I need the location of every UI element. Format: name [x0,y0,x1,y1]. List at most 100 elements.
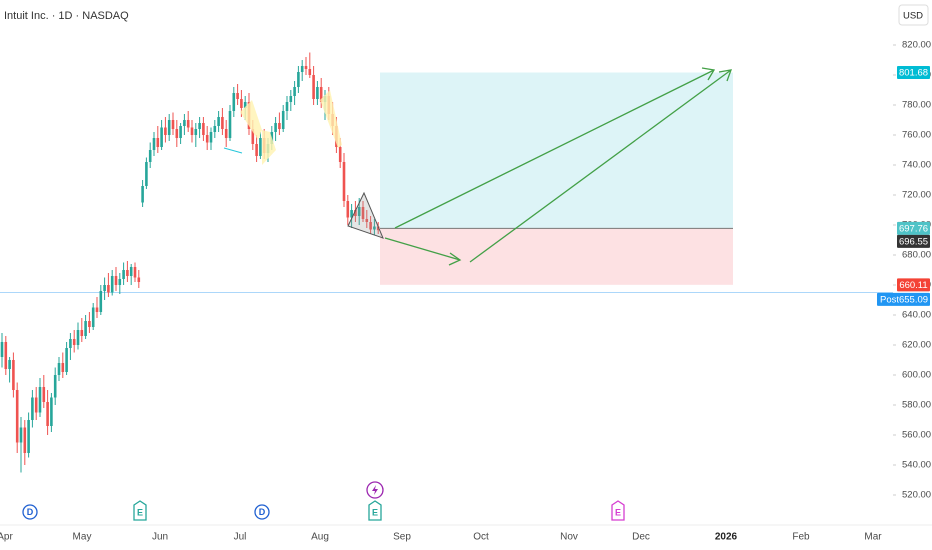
profit-zone [380,72,733,229]
candle-body [297,72,300,87]
currency[interactable]: USD [903,11,923,22]
candle-body [369,222,372,230]
event-label: E [372,507,378,517]
x-tick-label: Sep [393,532,411,543]
currency-box[interactable] [898,4,929,26]
candle-body [293,87,296,96]
candle-body [95,307,99,312]
x-tick-label: Jun [152,532,168,543]
candle-body [80,330,84,336]
y-tick-label: 620.00 [902,340,931,351]
candle-body [38,387,42,413]
y-tick-label: 640.00 [902,310,931,321]
x-tick-label: 2026 [715,532,738,543]
pattern-shape [320,90,342,148]
y-tick-label: 520.00 [902,490,931,501]
candle-body [8,360,11,369]
candle-body [129,267,133,276]
candle-body [46,402,49,426]
arrow [384,237,461,261]
candle-body [160,127,163,147]
drawing-line [223,147,243,154]
candle-body [19,427,23,443]
chart-title: Intuit Inc. · 1D · NASDAQ [4,10,129,22]
candle-body [175,129,179,138]
plot [0,52,893,473]
y-tick-label: 540.00 [902,460,931,471]
candle-body [50,397,53,426]
candle-body [137,277,141,282]
candle-body [213,126,217,132]
candle-body [205,135,209,143]
candle-body [236,93,239,99]
event-marker [133,500,147,521]
candle-body [376,226,380,231]
candle-body [61,363,65,372]
x-tick-label: Oct [473,532,489,543]
candle-body [224,129,228,138]
candle-body [76,330,80,345]
candle-body [107,285,110,293]
candle-body [23,427,27,453]
loss-zone [380,228,733,285]
candle-body [209,132,213,143]
price-tag-label: 696.55 [899,236,928,247]
candle-body [289,96,293,102]
pattern-shape [240,100,262,140]
candle-body [361,207,365,219]
candle-body [164,127,167,135]
candle-body [171,120,175,129]
candle-body [357,207,361,216]
candle-body [308,69,312,75]
x-tick-label: Nov [560,532,578,543]
price-tag [897,234,930,248]
dividend-icon[interactable] [366,481,384,499]
candle-body [0,342,4,357]
candle-body [15,390,19,443]
candle-body [274,123,277,132]
event-marker [368,500,382,521]
candle-body [194,129,198,135]
candle-body [88,321,91,327]
post-label: Post [880,294,899,305]
candle-body [65,348,68,372]
y-tick-label: 760.00 [902,130,931,141]
candle-body [373,226,376,230]
candle-body [183,120,186,126]
candle-body [338,147,342,162]
candle-body [57,363,61,375]
x-tick-label: Apr [0,532,13,543]
candle-body [84,321,87,336]
candle-body [285,102,289,111]
x-tick-label: Jul [234,532,247,543]
candle-body [145,162,148,186]
pattern-shape [262,130,276,165]
price-tag-label: 697.76 [899,223,928,234]
post-tag [877,292,930,306]
event-marker[interactable] [254,504,270,520]
candle-body [190,127,194,135]
candle-body [27,420,30,453]
y-tick-label: 600.00 [902,370,931,381]
candle-body [221,117,224,129]
candle-body [198,123,201,129]
candle-body [141,186,144,203]
event-marker[interactable] [22,504,38,520]
candle-body [110,276,114,293]
y-tick-label: 720.00 [902,190,931,201]
candle-body [122,270,125,279]
candle-body [114,276,118,285]
y-tick-label: 560.00 [902,430,931,441]
candle-body [133,267,137,278]
candle-body [34,397,38,413]
candle-body [4,342,8,369]
y-tick-label: 780.00 [902,100,931,111]
candle-body [243,102,247,108]
event-label: E [137,507,143,517]
arrow [394,69,715,229]
event-label: D [27,507,34,517]
price-tag [897,278,930,292]
y-tick-label: 820.00 [902,40,931,51]
candle-body [12,360,15,390]
candle-body [217,117,220,126]
